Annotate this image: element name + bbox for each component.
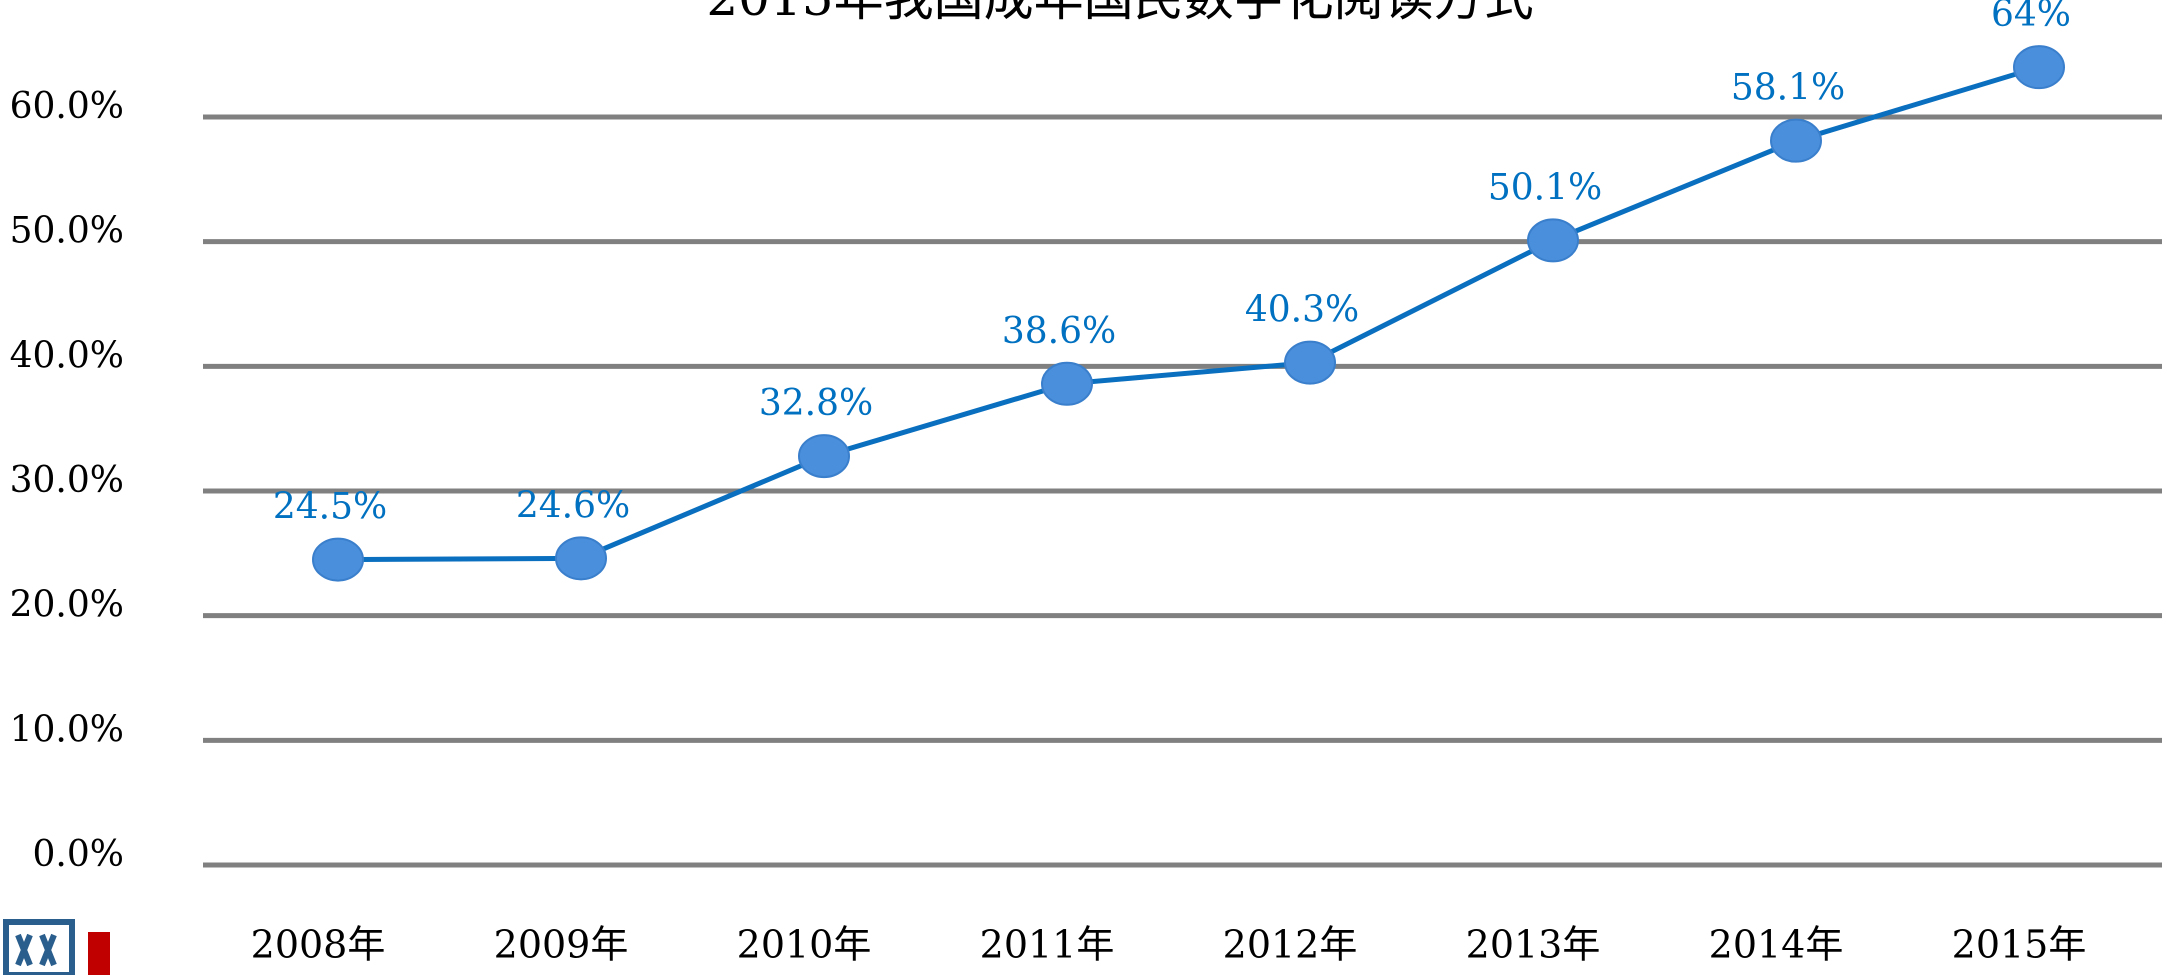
x-tick-label: 2008年 [251,923,386,967]
data-label: 64% [1991,0,2071,35]
logo-glyph [15,933,57,967]
data-point [798,434,850,479]
logo [3,919,110,975]
x-tick-label: 2009年 [494,923,629,967]
y-tick-label: 10.0% [10,709,124,750]
logo-frame [3,919,75,975]
chart-title: 2015年我国成年国民数字化阅读方式 [706,0,1533,27]
logo-bar [88,932,110,975]
data-label: 38.6% [1002,311,1116,352]
data-label: 32.8% [759,383,873,424]
x-tick-label: 2012年 [1223,923,1358,967]
y-tick-label: 60.0% [10,86,124,127]
data-label: 40.3% [1245,290,1359,331]
y-tick-label: 30.0% [10,460,124,501]
data-label: 24.5% [273,487,387,528]
data-point [1284,340,1336,385]
x-tick-label: 2010年 [737,923,872,967]
series-line [337,64,2040,563]
data-point [555,536,607,581]
y-tick-label: 40.0% [10,335,124,376]
x-tick-label: 2015年 [1952,923,2087,967]
y-tick-label: 50.0% [10,211,124,252]
data-point [1041,361,1093,406]
x-tick-label: 2014年 [1709,923,1844,967]
data-point [312,537,364,582]
data-point [1527,218,1579,263]
data-label: 24.6% [516,485,630,526]
x-tick-label: 2013年 [1466,923,1601,967]
data-point [1770,118,1822,163]
y-tick-label: 0.0% [33,834,124,875]
data-label: 58.1% [1731,68,1845,109]
y-tick-label: 20.0% [10,585,124,626]
x-tick-label: 2011年 [980,923,1115,967]
data-point [2013,45,2065,90]
data-label: 50.1% [1488,167,1602,208]
